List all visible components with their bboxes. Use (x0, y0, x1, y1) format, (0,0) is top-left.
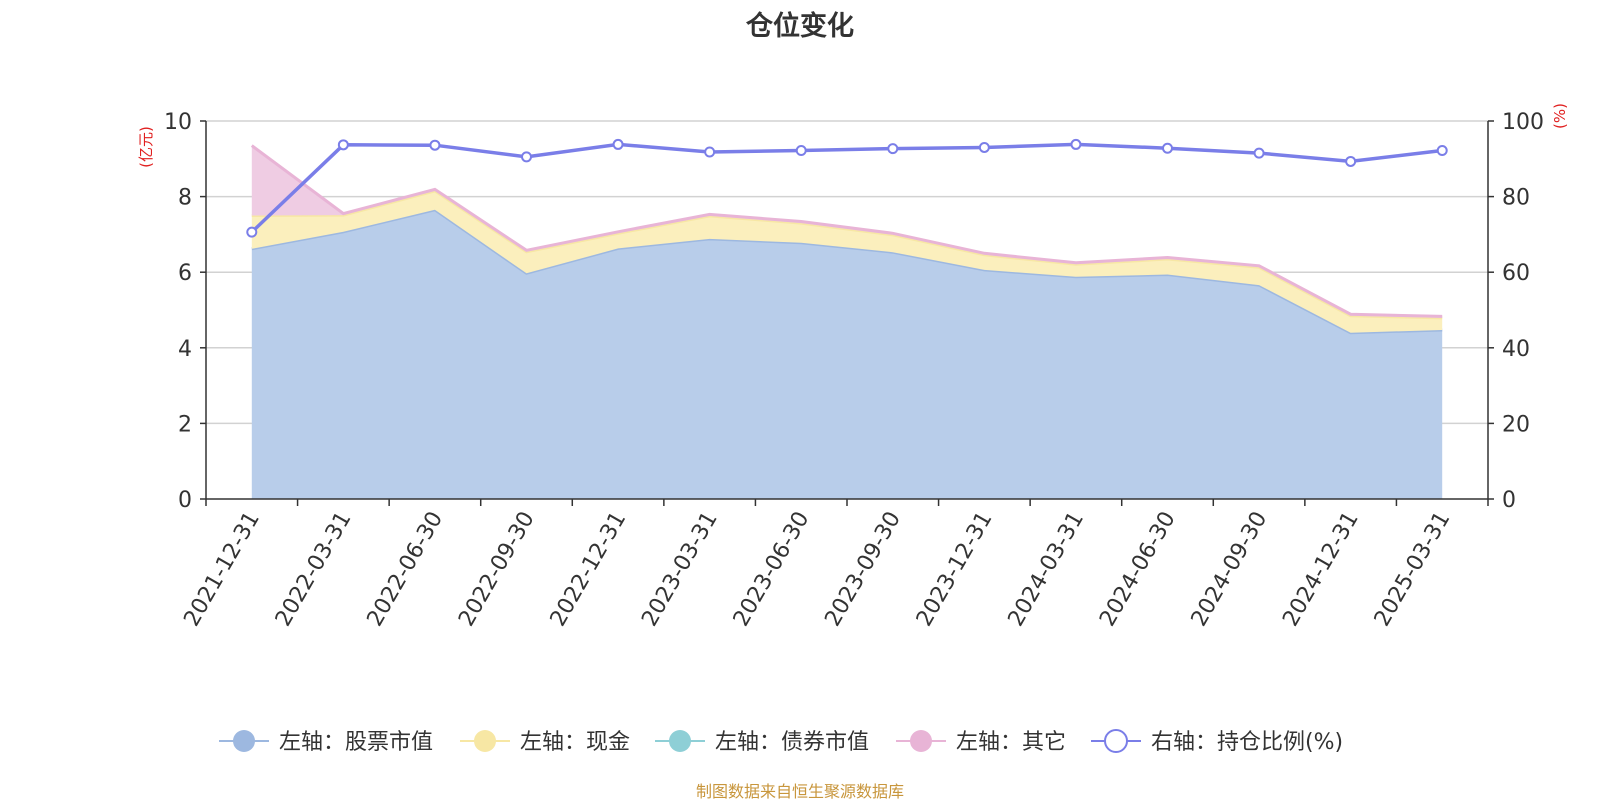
source-note: 制图数据来自恒生聚源数据库 (695, 782, 904, 801)
left-tick-label: 6 (178, 261, 192, 286)
x-tick-label: 2022-09-30 (454, 508, 540, 631)
ratio-point (612, 138, 624, 150)
chart-title: 仓位变化 (746, 11, 854, 42)
x-tick-label: 2025-03-31 (1370, 508, 1456, 631)
legend-label: 右轴：持仓比例(%) (1151, 730, 1343, 755)
ratio-point (1436, 144, 1448, 156)
ratio-point (887, 143, 899, 155)
ratio-point (337, 139, 349, 151)
ratio-point (1070, 138, 1082, 150)
x-tick-label: 2021-12-31 (179, 508, 265, 631)
right-tick-label: 100 (1502, 110, 1544, 135)
area-左轴：股票市值 (251, 209, 1443, 500)
right-tick-label: 0 (1502, 488, 1516, 513)
x-tick-label: 2022-06-30 (363, 508, 449, 631)
ratio-point (429, 139, 441, 151)
x-tick-label: 2024-12-31 (1278, 508, 1364, 631)
ratio-point (978, 141, 990, 153)
ratio-point (1253, 147, 1265, 159)
x-tick-label: 2023-06-30 (729, 508, 815, 631)
left-axis-unit: (亿元) (137, 126, 155, 168)
x-tick-label: 2023-03-31 (637, 508, 723, 631)
ratio-line (246, 138, 1448, 238)
right-tick-label: 20 (1502, 412, 1530, 437)
legend-label: 左轴：股票市值 (279, 730, 433, 755)
legend-item: 左轴：股票市值 (219, 730, 433, 755)
left-tick-label: 8 (178, 186, 192, 211)
ratio-point (1162, 142, 1173, 154)
legend-item: 左轴：债券市值 (655, 730, 869, 755)
x-tick-label: 2023-09-30 (820, 507, 906, 630)
right-tick-label: 60 (1502, 261, 1530, 286)
x-tick-label: 2023-12-31 (912, 508, 998, 631)
left-tick-label: 10 (164, 110, 192, 135)
ratio-point (1345, 155, 1357, 167)
left-tick-label: 2 (178, 412, 192, 437)
left-tick-label: 0 (178, 488, 192, 513)
x-tick-label: 2024-03-31 (1004, 508, 1090, 631)
legend-marker (233, 730, 255, 752)
stacked-areas (250, 144, 1443, 500)
legend-label: 左轴：现金 (520, 730, 630, 755)
x-tick-label: 2024-09-30 (1187, 508, 1273, 631)
legend-item: 左轴：其它 (896, 730, 1066, 755)
ratio-point (246, 226, 258, 238)
legend-label: 左轴：债券市值 (715, 730, 869, 755)
area-edge-左轴：其它 (250, 144, 1443, 318)
legend: 左轴：股票市值 左轴：现金 左轴：债券市值 左轴：其它 右轴：持仓比例(%) (219, 729, 1343, 755)
x-tick-label: 2022-12-31 (546, 508, 632, 631)
x-tick-label: 2024-06-30 (1095, 508, 1181, 631)
legend-marker (669, 730, 691, 752)
legend-marker (1104, 729, 1128, 753)
legend-item: 左轴：现金 (460, 730, 630, 755)
ratio-point (795, 144, 807, 156)
legend-label: 左轴：其它 (956, 730, 1066, 755)
right-axis-unit: (%) (1551, 103, 1569, 129)
legend-marker (474, 730, 496, 752)
legend-item: 右轴：持仓比例(%) (1091, 729, 1343, 755)
right-tick-label: 80 (1502, 186, 1530, 211)
left-tick-label: 4 (178, 337, 192, 362)
ratio-point (704, 146, 716, 158)
right-tick-label: 40 (1502, 337, 1530, 362)
x-tick-label: 2022-03-31 (271, 508, 357, 631)
ratio-point (521, 151, 532, 163)
ratio-line-path (250, 142, 1443, 234)
legend-marker (910, 730, 932, 752)
